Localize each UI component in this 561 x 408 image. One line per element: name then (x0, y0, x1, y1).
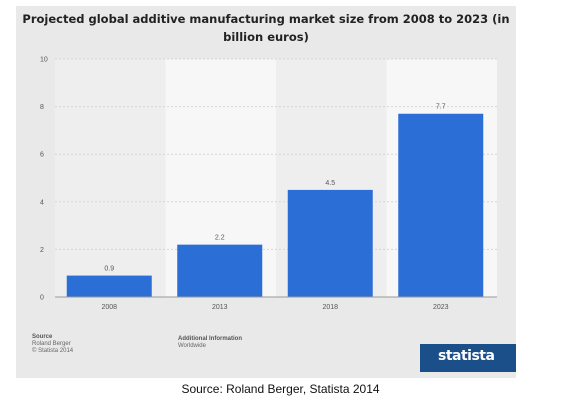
x-tick-label: 2013 (212, 304, 228, 311)
image-caption: Source: Roland Berger, Statista 2014 (181, 382, 380, 396)
statista-logo-background (420, 344, 516, 372)
y-tick-label: 4 (40, 199, 44, 206)
source-heading: Source (32, 334, 53, 340)
bar (287, 189, 373, 297)
x-tick-label: 2023 (433, 304, 449, 311)
bar (177, 244, 263, 297)
source-line-1: Roland Berger (32, 341, 71, 347)
bar (398, 113, 484, 298)
info-heading: Additional Information (178, 336, 242, 342)
data-label: 2.2 (215, 235, 225, 242)
statista-logo: statista (438, 348, 495, 364)
info-block: Additional Information Worldwide (178, 336, 242, 350)
source-block: Source Roland Berger © Statista 2014 (32, 334, 73, 355)
data-label: 0.9 (104, 266, 114, 273)
x-tick-label: 2008 (101, 304, 117, 311)
plot-band (55, 59, 166, 297)
chart-title: Projected global additive manufacturing … (22, 12, 510, 44)
data-label: 7.7 (436, 104, 446, 111)
source-line-2: © Statista 2014 (32, 348, 74, 354)
y-tick-label: 2 (40, 247, 44, 254)
x-tick-label: 2018 (322, 304, 338, 311)
data-label: 4.5 (325, 180, 335, 187)
y-tick-label: 10 (40, 57, 48, 64)
bar (66, 275, 152, 297)
y-tick-label: 0 (40, 295, 44, 302)
info-line-1: Worldwide (178, 343, 206, 349)
y-tick-label: 8 (40, 104, 44, 111)
y-tick-label: 6 (40, 152, 44, 159)
